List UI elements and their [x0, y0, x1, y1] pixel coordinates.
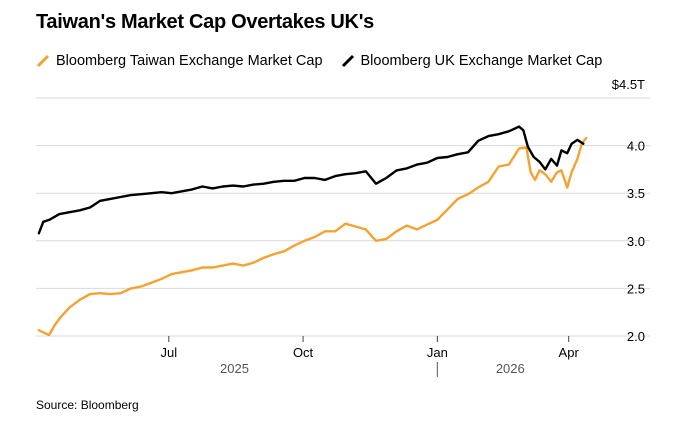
source-note: Source: Bloomberg	[36, 398, 139, 412]
x-tick-label: Oct	[293, 345, 314, 360]
chart-title: Taiwan's Market Cap Overtakes UK's	[36, 11, 374, 33]
year-label: 2026	[496, 361, 525, 376]
legend-swatch-taiwan	[36, 54, 50, 68]
axis-layer: $4.5T 4.0 3.5 3.0 2.5 2.0 Jul Oct Jan Apr 2025 2026	[160, 77, 645, 377]
y-tick-label: 2.0	[627, 329, 645, 344]
y-tick-label: $4.5T	[612, 77, 645, 92]
y-tick-label: 2.5	[627, 281, 645, 296]
y-tick-label: 4.0	[627, 139, 645, 154]
grid-layer	[36, 97, 650, 337]
legend-swatch-uk	[341, 54, 354, 68]
legend-item-taiwan: Bloomberg Taiwan Exchange Market Cap	[36, 53, 323, 69]
series-layer	[37, 125, 588, 337]
year-label: 2025	[220, 361, 249, 376]
y-tick-label: 3.5	[627, 186, 645, 201]
x-tick-label: Apr	[559, 345, 580, 360]
legend-item-uk: Bloomberg UK Exchange Market Cap	[341, 53, 603, 69]
legend-label-taiwan: Bloomberg Taiwan Exchange Market Cap	[56, 53, 323, 69]
series-line-taiwan	[37, 136, 588, 337]
x-tick-label: Jul	[160, 345, 177, 360]
x-tick-label: Jan	[427, 345, 448, 360]
series-line-uk	[37, 125, 585, 235]
chart-legend: Bloomberg Taiwan Exchange Market Cap Blo…	[36, 51, 620, 71]
y-tick-label: 3.0	[627, 234, 645, 249]
legend-label-uk: Bloomberg UK Exchange Market Cap	[360, 53, 603, 69]
